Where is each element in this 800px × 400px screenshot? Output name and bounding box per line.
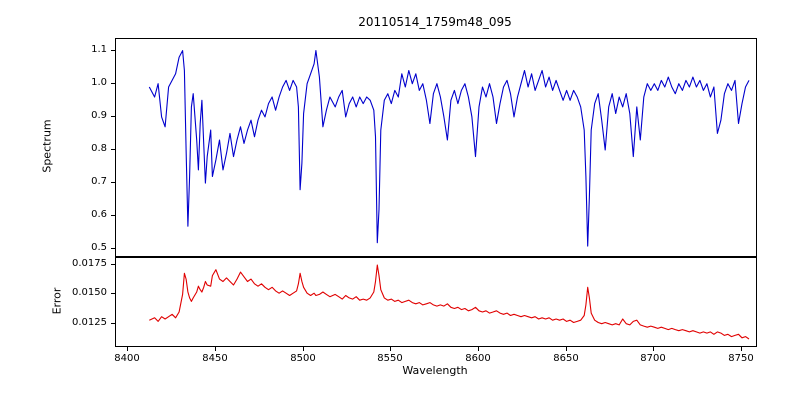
y-tick-label: 0.0125 [72,317,107,328]
x-tick [215,347,216,351]
y-tick-label: 1.1 [91,44,107,55]
spectrum-line [148,50,750,247]
y-tick-label: 0.5 [91,242,107,253]
x-tick-label: 8400 [114,353,140,364]
y-tick [111,50,115,51]
spectrum-plot-area [115,38,757,257]
x-axis-label: Wavelength [402,364,468,377]
y-tick [111,116,115,117]
y-tick [111,323,115,324]
x-tick-label: 8600 [465,353,491,364]
x-tick [478,347,479,351]
x-tick [741,347,742,351]
y-tick-label: 0.9 [91,110,107,121]
y-tick [111,293,115,294]
x-tick [127,347,128,351]
y-tick-label: 0.8 [91,143,107,154]
x-tick [653,347,654,351]
x-tick-label: 8700 [640,353,666,364]
error-line [149,264,750,340]
x-tick [566,347,567,351]
y-tick-label: 0.0150 [72,287,107,298]
y-tick-label: 1.0 [91,77,107,88]
x-tick-label: 8750 [728,353,754,364]
y-tick [111,215,115,216]
x-tick [303,347,304,351]
y-axis-label-spectrum: Spectrum [40,119,54,173]
y-tick [111,182,115,183]
y-tick-label: 0.0175 [72,258,107,269]
x-tick-label: 8550 [377,353,403,364]
error-plot-area [115,257,757,347]
x-tick-label: 8650 [553,353,579,364]
y-tick-label: 0.7 [91,176,107,187]
x-tick-label: 8500 [290,353,316,364]
y-tick [111,83,115,84]
y-tick [111,264,115,265]
y-tick [111,149,115,150]
x-tick-label: 8450 [202,353,228,364]
chart-title: 20110514_1759m48_095 [358,15,512,29]
y-tick [111,248,115,249]
x-tick [390,347,391,351]
y-tick-label: 0.6 [91,209,107,220]
